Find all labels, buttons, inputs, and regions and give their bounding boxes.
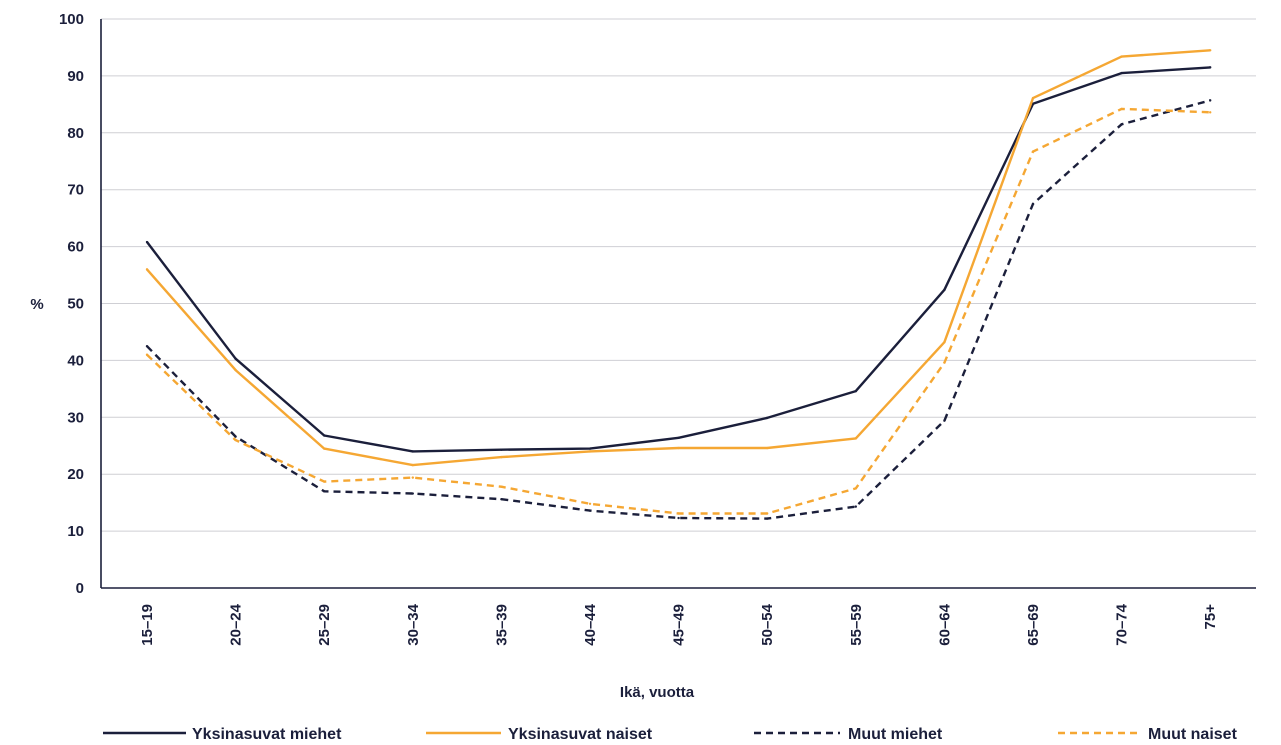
y-tick-label: 40 xyxy=(67,352,84,369)
x-tick-label: 40–44 xyxy=(582,603,599,645)
y-tick-label: 60 xyxy=(67,239,84,256)
x-tick-label: 45–49 xyxy=(671,604,688,646)
data-point xyxy=(323,490,325,492)
data-point xyxy=(943,289,945,291)
y-tick-label: 100 xyxy=(59,11,84,28)
data-point xyxy=(943,420,945,422)
y-tick-labels: 0 10 20 30 40 50 60 70 80 90 100 xyxy=(59,11,84,597)
series-lines xyxy=(146,49,1212,520)
data-point xyxy=(234,369,236,371)
data-point xyxy=(677,517,679,519)
y-tick-label: 50 xyxy=(67,296,84,313)
x-tick-label: 50–54 xyxy=(759,603,776,645)
data-point xyxy=(589,450,591,452)
data-point xyxy=(323,447,325,449)
data-point xyxy=(1209,49,1211,51)
data-point xyxy=(146,354,148,356)
y-tick-label: 70 xyxy=(67,182,84,199)
data-point xyxy=(677,447,679,449)
y-tick-label: 20 xyxy=(67,466,84,483)
gridlines xyxy=(101,19,1256,588)
data-point xyxy=(1120,108,1122,110)
data-point xyxy=(234,435,236,437)
data-point xyxy=(1032,203,1034,205)
data-point xyxy=(589,509,591,511)
data-point xyxy=(855,390,857,392)
data-point xyxy=(146,268,148,270)
data-point xyxy=(500,449,502,451)
data-point xyxy=(589,503,591,505)
data-point xyxy=(766,517,768,519)
data-point xyxy=(943,361,945,363)
y-tick-label: 80 xyxy=(67,125,84,142)
x-axis-title: Ikä, vuotta xyxy=(620,684,695,701)
data-point xyxy=(412,464,414,466)
data-point xyxy=(412,450,414,452)
data-point xyxy=(855,437,857,439)
data-point xyxy=(412,492,414,494)
data-point xyxy=(1120,72,1122,74)
x-tick-label: 60–64 xyxy=(936,603,953,645)
y-tick-label: 0 xyxy=(76,580,84,597)
data-point xyxy=(500,456,502,458)
data-point xyxy=(677,437,679,439)
data-point xyxy=(1120,55,1122,57)
series-line-4 xyxy=(147,109,1210,514)
x-tick-label: 30–34 xyxy=(405,603,422,645)
legend-label-3: Muut miehet xyxy=(848,726,943,743)
legend: Yksinasuvat miehet Yksinasuvat naiset Muut… xyxy=(103,726,1238,743)
data-point xyxy=(412,476,414,478)
legend-label-4: Muut naiset xyxy=(1148,726,1238,743)
data-point xyxy=(1209,111,1211,113)
x-tick-labels: 15–19 20–24 25–29 30–34 35–39 40–44 45–49 50–54… xyxy=(139,603,1219,645)
series-line-1 xyxy=(147,67,1210,451)
x-tick-label: 20–24 xyxy=(228,603,245,645)
legend-label-2: Yksinasuvat naiset xyxy=(508,726,653,743)
data-point xyxy=(323,434,325,436)
series-line-2 xyxy=(147,50,1210,465)
data-point xyxy=(1120,123,1122,125)
y-tick-label: 90 xyxy=(67,68,84,85)
data-point xyxy=(234,357,236,359)
data-point xyxy=(1209,99,1211,101)
data-point xyxy=(146,241,148,243)
data-point xyxy=(500,498,502,500)
data-point xyxy=(323,480,325,482)
x-tick-label: 55–59 xyxy=(848,604,865,646)
y-tick-label: 10 xyxy=(67,523,84,540)
x-tick-label: 65–69 xyxy=(1025,604,1042,646)
data-point xyxy=(234,439,236,441)
series-line-3 xyxy=(147,100,1210,518)
data-point xyxy=(766,512,768,514)
data-point xyxy=(943,341,945,343)
data-point xyxy=(146,345,148,347)
data-point xyxy=(1032,150,1034,152)
legend-label-1: Yksinasuvat miehet xyxy=(192,726,342,743)
data-point xyxy=(677,512,679,514)
data-point xyxy=(855,505,857,507)
y-tick-label: 30 xyxy=(67,409,84,426)
x-tick-label: 25–29 xyxy=(316,604,333,646)
x-tick-label: 15–19 xyxy=(139,604,156,646)
data-point xyxy=(589,447,591,449)
x-tick-label: 70–74 xyxy=(1114,603,1131,645)
data-point xyxy=(1209,66,1211,68)
data-point xyxy=(855,487,857,489)
x-tick-label: 75+ xyxy=(1202,604,1219,630)
data-point xyxy=(500,486,502,488)
x-tick-label: 35–39 xyxy=(493,604,510,646)
y-axis-title: % xyxy=(30,296,43,313)
data-point xyxy=(766,447,768,449)
data-point xyxy=(1032,97,1034,99)
data-point xyxy=(766,417,768,419)
